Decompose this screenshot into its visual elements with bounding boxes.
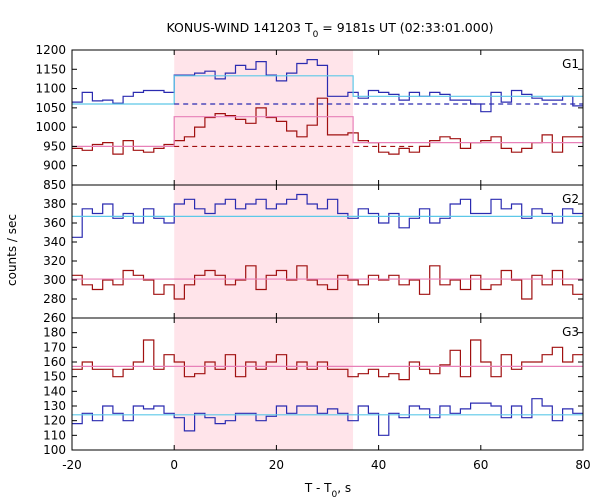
xtick-label: 0: [170, 458, 178, 472]
g3-ytick-label: 130: [43, 399, 66, 413]
g2-ytick-label: 380: [43, 197, 66, 211]
g1-series-1-red-step: [72, 97, 583, 155]
g3-ytick-label: 170: [43, 340, 66, 354]
g3-panel-frame: [71, 317, 584, 451]
xtick-label: 40: [371, 458, 386, 472]
xtick-label: 20: [269, 458, 284, 472]
xtick-label: 60: [473, 458, 488, 472]
chart-title: KONUS-WIND 141203 T0 = 9181s UT (02:33:0…: [166, 20, 493, 40]
g1-ytick-label: 850: [43, 178, 66, 192]
series-layer: [72, 58, 583, 436]
g1-ytick-label: 900: [43, 159, 66, 173]
g1-ytick-label: 1150: [35, 62, 66, 76]
g1-ytick-label: 1100: [35, 82, 66, 96]
g2-series-0-blue-step: [72, 193, 583, 238]
g2-ytick-label: 300: [43, 273, 66, 287]
g3-ytick-label: 150: [43, 370, 66, 384]
g2-ytick-label: 260: [43, 311, 66, 325]
g3-ytick-label: 160: [43, 355, 66, 369]
g3-series-1-blue-step: [72, 398, 583, 436]
g1-ytick-label: 1050: [35, 101, 66, 115]
g3-ytick-label: 110: [43, 428, 66, 442]
g2-series-1-red-step: [72, 265, 583, 300]
g1-ytick-label: 950: [43, 139, 66, 153]
xtick-label: -20: [62, 458, 82, 472]
g1-series-2-cyan-step: [72, 75, 583, 105]
g1-panel-label: G1: [562, 57, 579, 71]
g1-series-3-pink-step: [72, 116, 583, 147]
xtick-label: 80: [575, 458, 590, 472]
frame-layer: [71, 49, 584, 451]
g1-series-0-blue-step: [72, 58, 583, 113]
g3-panel-label: G3: [562, 325, 579, 339]
g2-ytick-label: 320: [43, 254, 66, 268]
x-axis-label: T - T0, s: [304, 481, 351, 500]
g2-ytick-label: 340: [43, 235, 66, 249]
g1-ytick-label: 1200: [35, 43, 66, 57]
panel-labels: G1 G2 G3: [562, 57, 579, 339]
g2-panel-label: G2: [562, 192, 579, 206]
g1-ytick-label: 1000: [35, 120, 66, 134]
highlight-interval-band: [174, 50, 354, 450]
ticks-layer: 8509009501000105011001150120026028030032…: [35, 43, 590, 472]
g3-series-0-red-step: [72, 339, 583, 381]
g3-ytick-label: 100: [43, 443, 66, 457]
highlight-band-layer: [174, 50, 354, 450]
y-axis-label: counts / sec: [5, 214, 19, 286]
g3-ytick-label: 140: [43, 384, 66, 398]
g2-ytick-label: 280: [43, 292, 66, 306]
g3-ytick-label: 120: [43, 414, 66, 428]
g3-ytick-label: 180: [43, 326, 66, 340]
g2-ytick-label: 360: [43, 216, 66, 230]
